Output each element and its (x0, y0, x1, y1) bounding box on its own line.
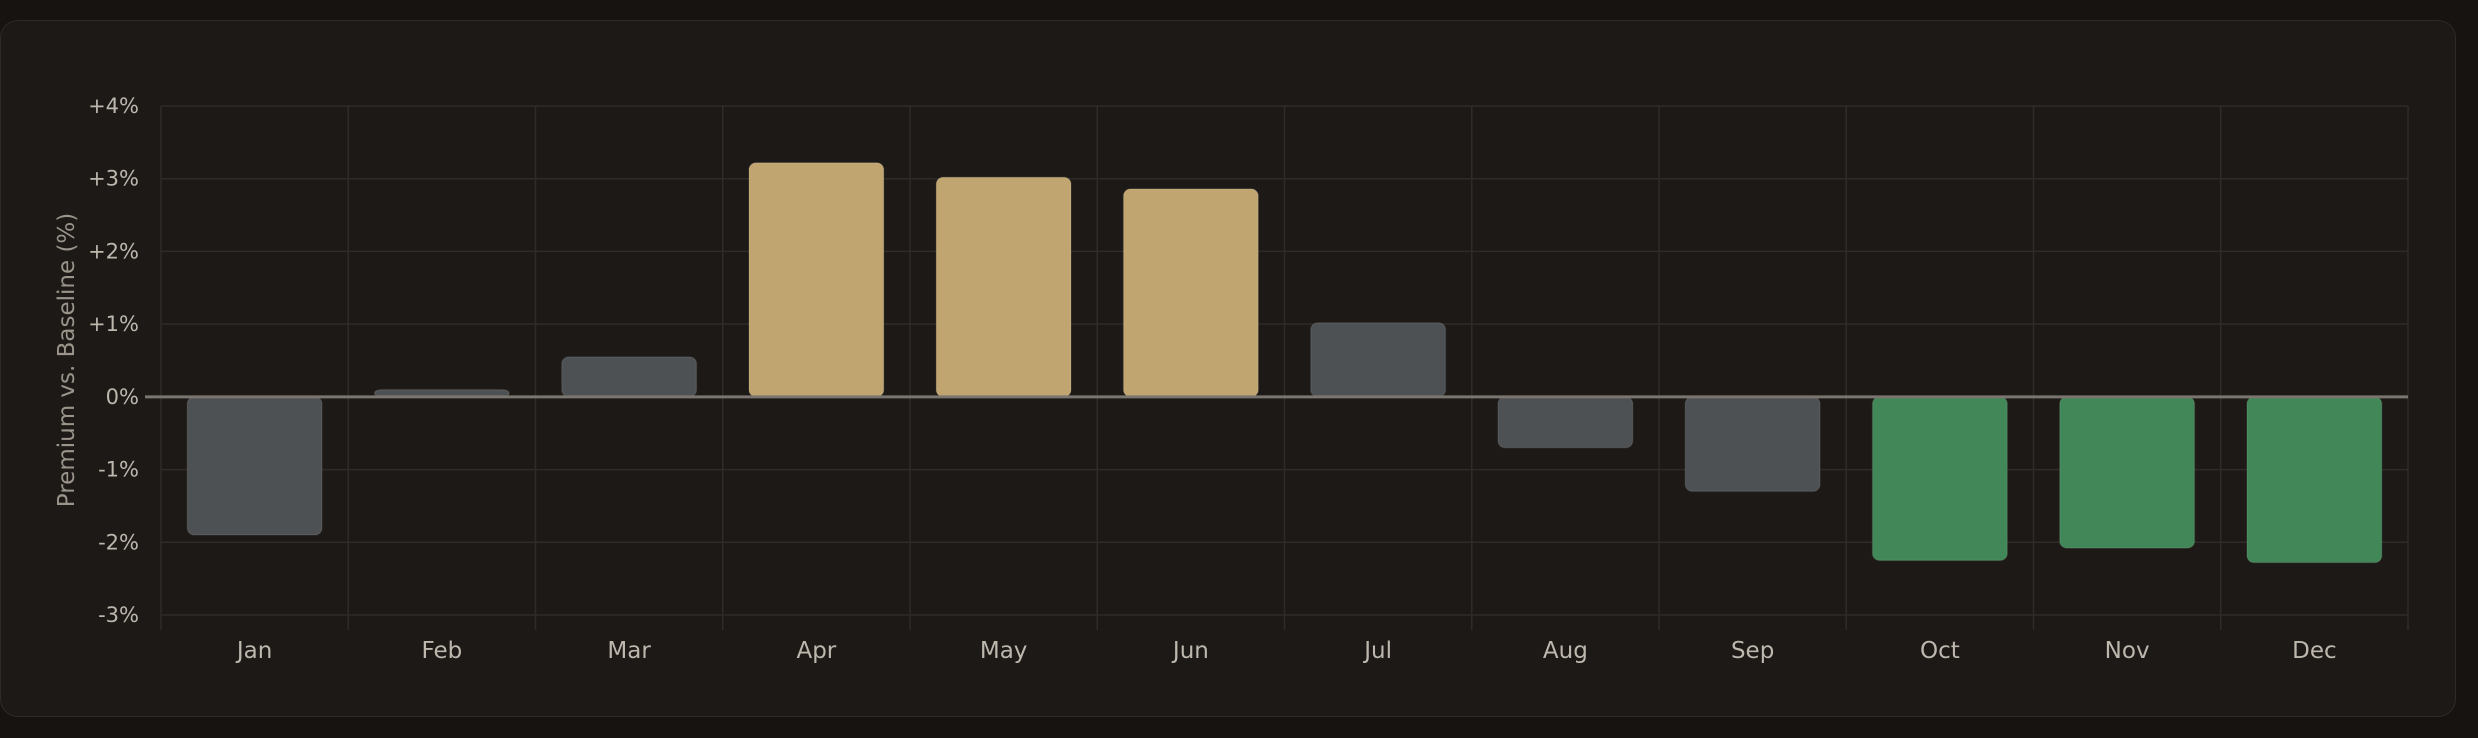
labels: +4% +3% +2% +1% 0% -1% -2% -3% Jan Feb Mar Apr May Ju… (88, 94, 2337, 664)
bar-dec (2246, 396, 2383, 564)
bar-sep (1684, 396, 1821, 493)
grid-lines (160, 105, 2409, 630)
bar-jun (1122, 188, 1260, 398)
bar-jan (186, 396, 323, 536)
x-tick-label: Sep (1731, 638, 1774, 664)
x-tick-label: Apr (796, 638, 836, 664)
y-tick-label: 0% (106, 385, 139, 409)
bar-jul (1309, 321, 1447, 398)
y-tick-label: +2% (88, 239, 139, 263)
y-tick-label: -1% (98, 458, 139, 482)
bar-aug (1497, 396, 1634, 449)
bar-mar (560, 356, 698, 398)
bar-may (935, 176, 1072, 398)
x-tick-label: Mar (607, 638, 651, 664)
bar-oct (1871, 396, 2009, 562)
y-tick-label: +4% (88, 94, 139, 118)
y-tick-label: +3% (88, 167, 139, 191)
y-axis-title: Premium vs. Baseline (%) (54, 213, 80, 508)
x-tick-label: Oct (1920, 638, 1960, 664)
x-tick-label: Aug (1543, 638, 1588, 664)
y-tick-label: -3% (98, 603, 139, 627)
x-tick-label: Nov (2105, 638, 2150, 664)
bar-apr (748, 161, 885, 398)
x-tick-label: Feb (422, 638, 463, 664)
x-tick-label: May (980, 638, 1028, 664)
x-tick-label: Jul (1362, 638, 1392, 664)
bar-nov (2058, 396, 2196, 549)
x-tick-label: Dec (2292, 638, 2337, 664)
y-tick-label: -2% (98, 530, 139, 554)
x-tick-label: Jun (1171, 638, 1209, 664)
y-tick-label: +1% (88, 312, 139, 336)
bars (186, 161, 2383, 564)
x-tick-label: Jan (235, 638, 272, 664)
